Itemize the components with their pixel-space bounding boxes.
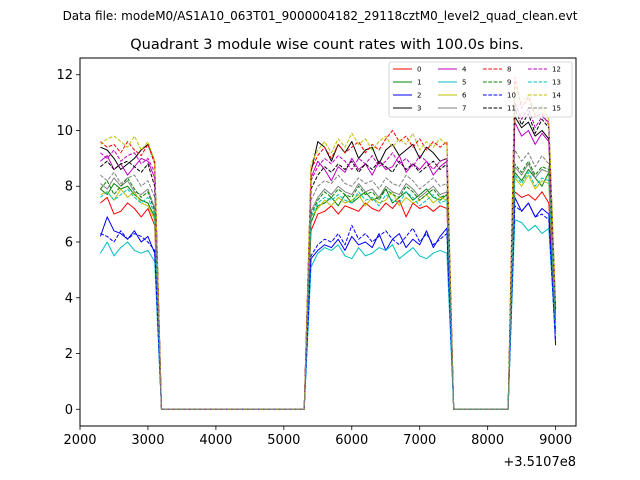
x-tick-label: 5000 xyxy=(267,433,300,448)
y-tick-label: 2 xyxy=(65,347,73,362)
y-tick-label: 6 xyxy=(65,236,73,251)
legend-label-13: 13 xyxy=(552,79,561,87)
y-tick-label: 0 xyxy=(65,403,73,418)
series-layer xyxy=(99,77,557,410)
x-tick-label: 9000 xyxy=(539,433,572,448)
legend-label-2: 2 xyxy=(417,92,421,100)
x-tick-label: 7000 xyxy=(403,433,436,448)
x-tick-label: 8000 xyxy=(471,433,504,448)
legend-label-7: 7 xyxy=(462,105,466,113)
legend-label-8: 8 xyxy=(507,66,511,74)
legend-label-3: 3 xyxy=(417,105,421,113)
legend-label-12: 12 xyxy=(552,66,561,74)
chart-title: Quadrant 3 module wise count rates with … xyxy=(130,37,524,53)
data-file-caption: Data file: modeM0/AS1A10_063T01_90000041… xyxy=(63,9,578,23)
y-axis: 0 2 4 6 8 10 12 xyxy=(56,68,80,418)
legend-label-9: 9 xyxy=(507,79,511,87)
series-line-15 xyxy=(100,149,557,410)
legend-label-15: 15 xyxy=(552,105,561,113)
legend-label-6: 6 xyxy=(462,92,467,100)
y-tick-label: 8 xyxy=(65,180,73,195)
x-tick-label: 3000 xyxy=(131,433,164,448)
y-tick-label: 12 xyxy=(56,68,73,83)
x-tick-label: 2000 xyxy=(63,433,96,448)
legend-label-5: 5 xyxy=(462,79,466,87)
y-tick-label: 10 xyxy=(56,124,73,139)
x-tick-label: 4000 xyxy=(199,433,232,448)
legend-label-1: 1 xyxy=(417,79,421,87)
legend-label-0: 0 xyxy=(417,66,421,74)
legend-label-4: 4 xyxy=(462,66,467,74)
legend-box xyxy=(388,61,573,118)
x-axis-offset-label: +3.5107e8 xyxy=(503,455,576,470)
legend-label-11: 11 xyxy=(507,105,516,113)
legend-label-14: 14 xyxy=(552,92,561,100)
x-axis: 2000 3000 4000 5000 6000 7000 8000 9000 xyxy=(63,426,572,448)
legend-label-10: 10 xyxy=(507,92,516,100)
y-tick-label: 4 xyxy=(65,291,73,306)
x-tick-label: 6000 xyxy=(335,433,368,448)
